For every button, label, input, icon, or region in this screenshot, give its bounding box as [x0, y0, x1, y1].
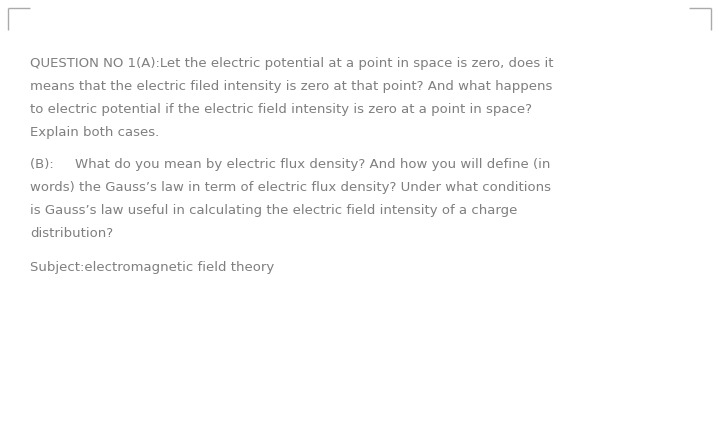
Text: distribution?: distribution? [30, 227, 114, 240]
Text: (B):     What do you mean by electric flux density? And how you will define (in: (B): What do you mean by electric flux d… [30, 158, 551, 171]
Text: QUESTION NO 1(A):Let the electric potential at a point in space is zero, does it: QUESTION NO 1(A):Let the electric potent… [30, 57, 554, 70]
Text: words) the Gauss’s law in term of electric flux density? Under what conditions: words) the Gauss’s law in term of electr… [30, 181, 551, 194]
Text: is Gauss’s law useful in calculating the electric field intensity of a charge: is Gauss’s law useful in calculating the… [30, 204, 518, 217]
Text: to electric potential if the electric field intensity is zero at a point in spac: to electric potential if the electric fi… [30, 103, 532, 116]
Text: Subject:electromagnetic field theory: Subject:electromagnetic field theory [30, 261, 275, 274]
Text: Explain both cases.: Explain both cases. [30, 126, 160, 139]
Text: means that the electric filed intensity is zero at that point? And what happens: means that the electric filed intensity … [30, 80, 553, 93]
